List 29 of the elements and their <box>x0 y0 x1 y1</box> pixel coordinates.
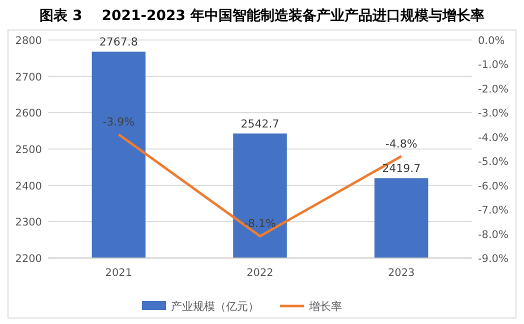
data-label: 2767.8 <box>99 36 138 49</box>
y-tick-label: 2800 <box>15 35 42 47</box>
y2-tick-label: 0.0% <box>478 35 505 47</box>
data-label: -4.8% <box>385 137 418 150</box>
y-tick-label: 2700 <box>15 71 42 84</box>
data-label: 2419.7 <box>382 162 421 176</box>
data-label: 2542.7 <box>240 117 280 130</box>
y2-tick-label: -2.0% <box>478 83 508 96</box>
data-label: -8.1% <box>244 217 276 230</box>
y2-tick-label: -1.0% <box>478 59 508 72</box>
legend-label: 产业规模（亿元） <box>171 300 259 313</box>
y-tick-label: 2300 <box>15 216 42 229</box>
x-tick-label: 2022 <box>246 267 274 279</box>
legend-label: 增长率 <box>308 300 342 313</box>
y2-tick-label: -8.0% <box>478 228 508 241</box>
x-tick-label: 2023 <box>388 267 415 279</box>
y-tick-label: 2200 <box>15 253 42 265</box>
y2-tick-label: -9.0% <box>478 253 508 265</box>
y2-tick-label: -4.0% <box>478 132 508 144</box>
y2-tick-label: -7.0% <box>478 204 508 217</box>
x-tick-label: 2021 <box>105 267 132 279</box>
y-tick-label: 2400 <box>15 180 42 192</box>
y-tick-label: 2500 <box>15 144 42 156</box>
y-tick-label: 2600 <box>15 108 42 120</box>
y2-tick-label: -3.0% <box>478 108 508 120</box>
chart-title: 图表 3 2021-2023 年中国智能制造装备产业产品进口规模与增长率 <box>40 7 484 24</box>
y2-tick-label: -6.0% <box>478 180 508 192</box>
data-label: -3.9% <box>102 115 135 128</box>
y2-tick-label: -5.0% <box>478 156 508 168</box>
